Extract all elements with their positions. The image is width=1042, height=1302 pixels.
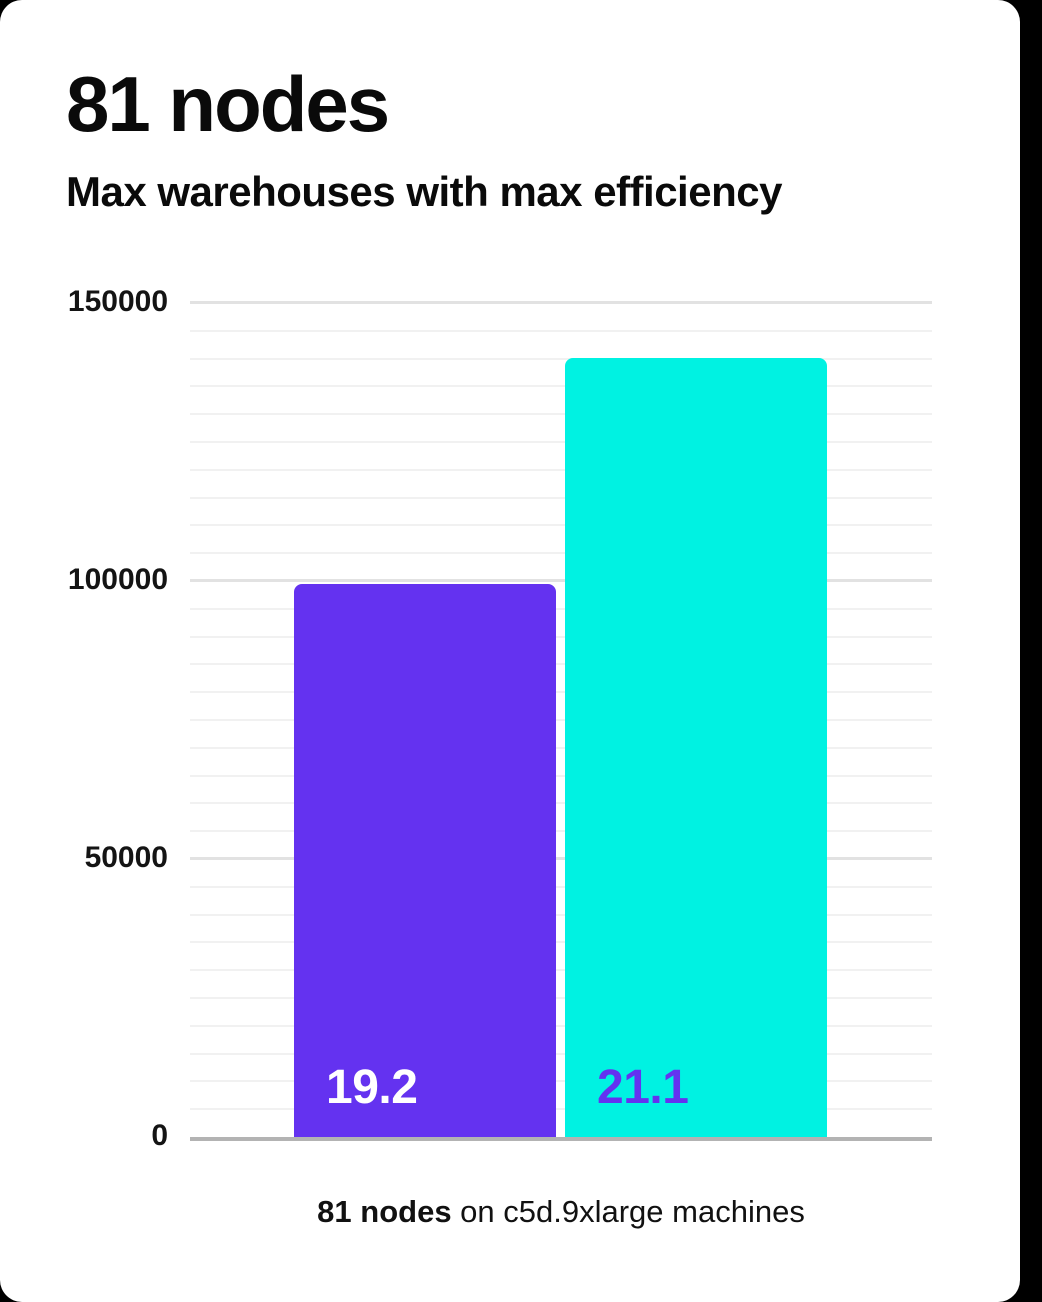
gridline-minor: [190, 441, 932, 443]
gridline-minor: [190, 1024, 932, 1027]
infographic-card: 81 nodes Max warehouses with max efficie…: [0, 0, 1020, 1302]
headline: 81 nodes: [66, 60, 390, 148]
subheadline: Max warehouses with max efficiency: [66, 168, 782, 215]
gridline-minor: [190, 913, 932, 916]
caption-bold-text: 81 nodes: [317, 1194, 452, 1229]
gridline-minor: [190, 329, 932, 332]
y-tick-label: 50000: [84, 841, 168, 874]
gridline-minor: [190, 802, 932, 805]
gridline-minor: [190, 941, 932, 944]
gridline-minor: [190, 1052, 932, 1055]
gridline-minor: [190, 997, 932, 999]
gridline-minor: [190, 357, 932, 360]
gridline-minor: [190, 496, 932, 499]
y-tick-label: 150000: [67, 285, 168, 318]
gridline-minor: [190, 524, 932, 527]
gridline-minor: [190, 774, 932, 777]
gridline-minor: [190, 691, 932, 694]
gridline-minor: [190, 719, 932, 721]
bar-19.2: 19.2: [294, 583, 556, 1137]
bar-value-label: 19.2: [326, 1061, 418, 1114]
gridline-minor: [190, 635, 932, 638]
bar-21.1: 21.1: [565, 358, 827, 1137]
caption: 81 nodes on c5d.9xlarge machines: [190, 1192, 932, 1232]
gridline-minor: [190, 1080, 932, 1083]
gridline-minor: [190, 885, 932, 888]
gridline-minor: [190, 830, 932, 833]
gridline-minor: [190, 385, 932, 388]
bar-chart: 150000 100000 50000 0 19.2 21.1: [68, 285, 932, 1152]
gridline-major: [190, 301, 932, 304]
gridline-minor: [190, 468, 932, 471]
gridline-minor: [190, 552, 932, 555]
gridline-minor: [190, 607, 932, 610]
gridline-minor: [190, 969, 932, 972]
gridline-major: [190, 579, 932, 582]
caption-regular-text: on c5d.9xlarge machines: [451, 1194, 805, 1229]
y-tick-label: 0: [151, 1119, 168, 1152]
gridline-minor: [190, 413, 932, 416]
gridline-minor: [190, 746, 932, 749]
gridline-minor: [190, 663, 932, 666]
gridline-major: [190, 857, 932, 860]
gridline-minor: [190, 1108, 932, 1111]
bar-value-label: 21.1: [597, 1061, 689, 1114]
y-tick-label: 100000: [67, 563, 168, 596]
x-axis-line: [190, 1137, 932, 1141]
